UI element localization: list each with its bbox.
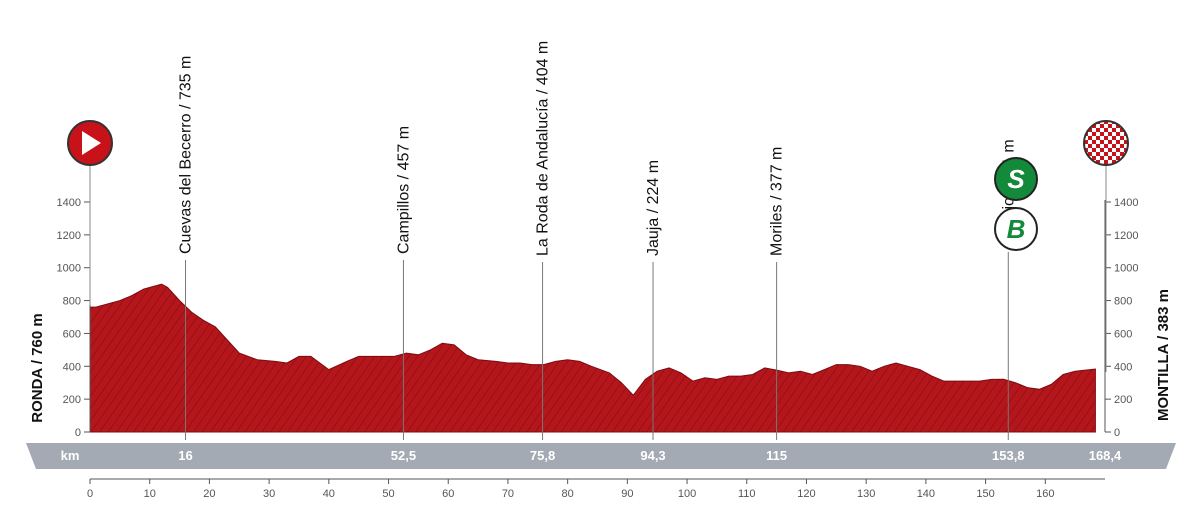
y-tick-label-left: 1400: [57, 197, 81, 209]
sprint-badge-label: S: [1007, 164, 1025, 194]
y-tick-label-left: 200: [63, 394, 81, 406]
checkpoint-km-label: 52,5: [391, 448, 416, 463]
bonus-badge: B: [994, 207, 1038, 251]
checkpoint-label: Cuevas del Becerro / 735 m: [178, 56, 195, 254]
x-tick-label: 110: [738, 488, 756, 500]
finish-marker: [1083, 120, 1129, 372]
x-tick-label: 150: [976, 488, 994, 500]
sprint-badge: S: [994, 157, 1038, 201]
checkpoint-km-labels: 16 52,5 75,8 94,3 115 153,8 168,4: [178, 448, 1122, 463]
play-icon: [82, 131, 101, 155]
elevation-profile: [89, 283, 1096, 433]
checkpoint-label: Jauja / 224 m: [645, 160, 662, 256]
altitude-ticks: 0 0 200 200 400 400 600 600 800 800 1000 1000 1200 12…: [57, 197, 1139, 439]
y-tick-label-left: 600: [63, 328, 81, 340]
checkered-flag-icon: [1083, 120, 1129, 166]
x-tick-label: 140: [917, 488, 935, 500]
checkpoint-label: Campillos / 457 m: [395, 126, 412, 254]
y-tick-label-right: 0: [1114, 427, 1120, 439]
y-tick-label-right: 800: [1114, 296, 1132, 308]
x-tick-label: 60: [442, 488, 454, 500]
x-tick-label: 80: [562, 488, 574, 500]
checkpoint-km-label: 16: [178, 448, 192, 463]
x-tick-label: 20: [203, 488, 215, 500]
start-town-label: RONDA / 760 m: [29, 313, 46, 422]
x-tick-label: 120: [797, 488, 815, 500]
x-tick-label: 70: [502, 488, 514, 500]
checkpoint-label: Moriles / 377 m: [769, 147, 786, 256]
checkpoint-km-label: 115: [766, 448, 787, 463]
y-tick-label-left: 1000: [57, 263, 81, 275]
start-marker: [67, 120, 113, 305]
x-tick-label: 160: [1036, 488, 1054, 500]
finish-town-label: MONTILLA / 383 m: [1155, 289, 1172, 421]
bonus-badge-label: B: [1007, 214, 1026, 244]
x-tick-label: 10: [144, 488, 156, 500]
y-tick-label-right: 1400: [1114, 197, 1138, 209]
x-tick-label: 130: [857, 488, 875, 500]
y-tick-label-left: 1200: [57, 230, 81, 242]
x-tick-label: 90: [621, 488, 633, 500]
distance-band: km: [26, 443, 1176, 469]
y-tick-label-left: 0: [75, 427, 81, 439]
finish-km-label: 168,4: [1089, 448, 1122, 463]
y-tick-label-right: 400: [1114, 361, 1132, 373]
checkpoint-km-label: 94,3: [640, 448, 665, 463]
x-tick-label: 0: [87, 488, 93, 500]
elevation-texture: [90, 284, 1096, 432]
y-tick-label-left: 800: [63, 296, 81, 308]
x-tick-label: 40: [323, 488, 335, 500]
checkpoint-km-label: 153,8: [992, 448, 1025, 463]
checkpoint-label: La Roda de Andalucía / 404 m: [535, 41, 552, 256]
distance-unit-label: km: [61, 448, 80, 463]
checkpoint-km-label: 75,8: [530, 448, 555, 463]
x-tick-label: 30: [263, 488, 275, 500]
x-tick-label: 100: [678, 488, 696, 500]
y-tick-label-right: 600: [1114, 328, 1132, 340]
y-tick-label-left: 400: [63, 361, 81, 373]
x-tick-label: 50: [382, 488, 394, 500]
y-tick-label-right: 200: [1114, 394, 1132, 406]
distance-ticks: 0 10 20 30 40 50 60 70 80 90 100 110 120 130 140 150 160: [87, 479, 1054, 500]
y-tick-label-right: 1000: [1114, 263, 1138, 275]
y-tick-label-right: 1200: [1114, 230, 1138, 242]
